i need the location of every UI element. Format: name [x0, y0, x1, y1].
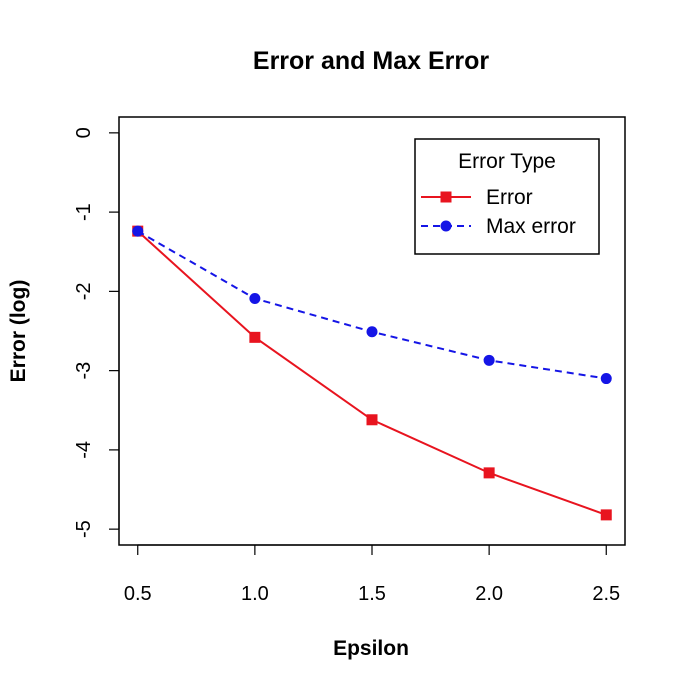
y-tick-label: -4	[73, 441, 95, 459]
data-point	[600, 509, 612, 521]
data-point	[366, 326, 378, 338]
y-tick-label: -3	[73, 362, 95, 380]
data-point	[483, 354, 495, 366]
data-point	[132, 225, 144, 237]
legend-entry-max-error: Max error	[421, 215, 576, 238]
data-point	[483, 467, 495, 479]
series-max-error	[132, 225, 612, 385]
data-point	[249, 293, 261, 305]
legend-marker	[440, 220, 452, 232]
y-axis: 0 -1 -2 -3 -4 -5	[73, 127, 120, 538]
series-layer	[132, 225, 612, 521]
chart-title: Error and Max Error	[253, 47, 489, 75]
x-tick-label: 2.0	[475, 583, 503, 605]
legend-marker	[440, 191, 452, 203]
data-point	[600, 373, 612, 385]
legend-title: Error Type	[458, 150, 556, 173]
x-axis-label: Epsilon	[333, 637, 409, 660]
series-line-error	[137, 230, 607, 516]
y-tick-label: 0	[73, 127, 95, 138]
y-tick-label: -5	[73, 520, 95, 538]
x-tick-label: 2.5	[592, 583, 620, 605]
legend-label: Max error	[486, 215, 576, 238]
legend: Error Type Error Max error	[414, 138, 600, 255]
data-point	[249, 331, 261, 343]
x-tick-label: 1.0	[241, 583, 269, 605]
y-tick-label: -1	[73, 203, 95, 221]
x-tick-label: 1.5	[358, 583, 386, 605]
x-axis: 0.5 1.0 1.5 2.0 2.5	[124, 544, 620, 605]
legend-label: Error	[486, 186, 533, 209]
y-tick-label: -2	[73, 282, 95, 300]
y-axis-label: Error (log)	[7, 280, 30, 383]
data-point	[366, 414, 378, 426]
legend-entries: Error Max error	[421, 186, 576, 238]
legend-entry-error: Error	[421, 186, 533, 209]
x-tick-label: 0.5	[124, 583, 152, 605]
